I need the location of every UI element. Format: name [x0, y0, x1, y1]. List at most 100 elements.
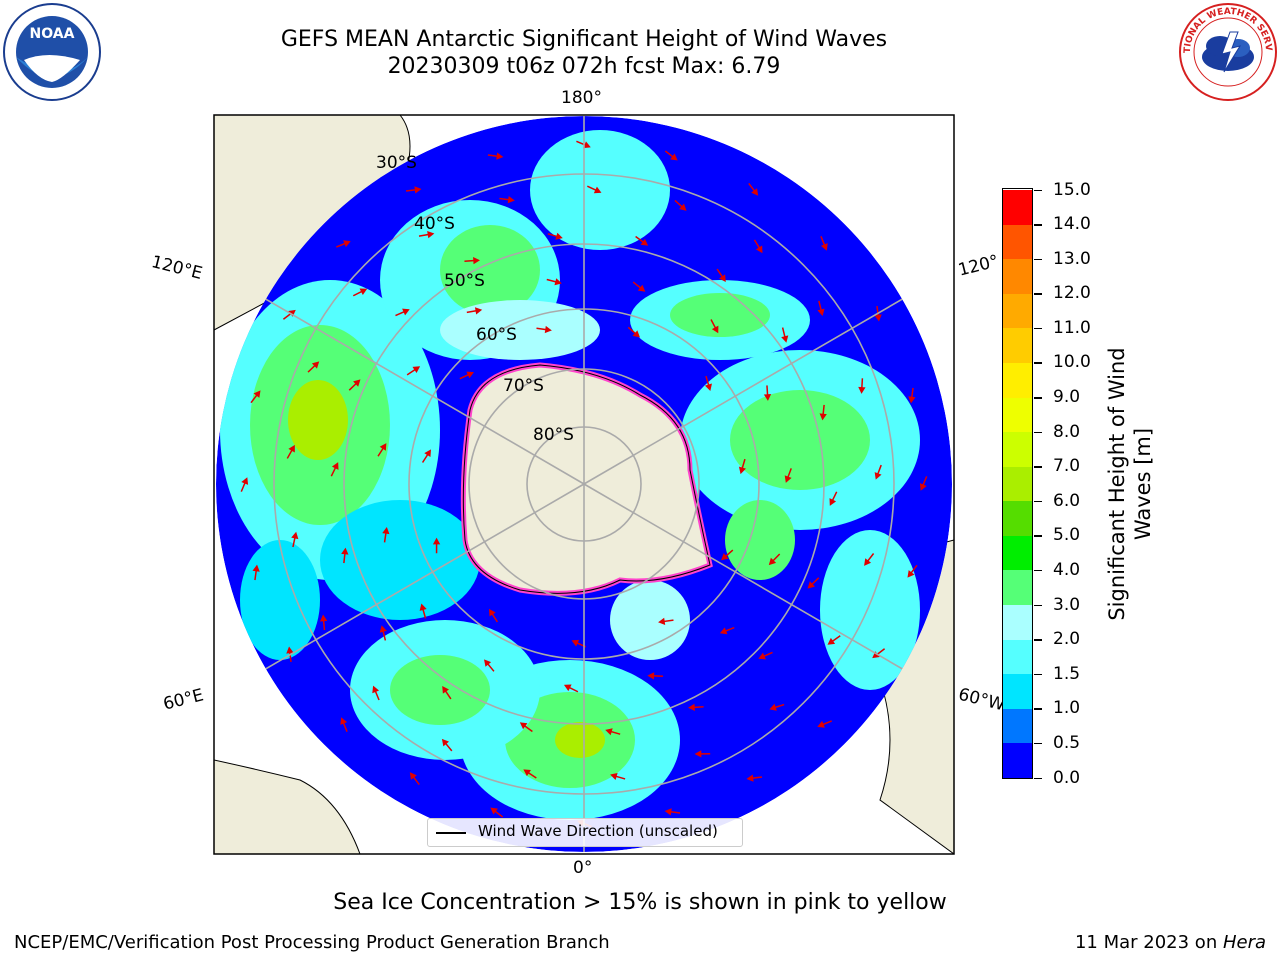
colorbar-tick	[1034, 673, 1042, 676]
wave-direction-arrow	[719, 626, 735, 635]
africa-landmass	[214, 759, 361, 854]
wave-height-region	[440, 225, 540, 315]
wave-direction-arrow	[819, 404, 827, 421]
map-legend: Wind Wave Direction (unscaled)	[427, 818, 743, 847]
wave-direction-arrow	[674, 199, 687, 211]
colorbar-tick	[1034, 224, 1042, 226]
wave-direction-arrow	[379, 625, 387, 641]
wave-direction-arrow	[664, 808, 681, 816]
wave-direction-arrow	[240, 477, 249, 492]
colorbar-tick	[1034, 639, 1042, 641]
colorbar-segment	[1003, 189, 1032, 225]
colorbar-segment	[1003, 708, 1032, 744]
wave-direction-arrow	[421, 449, 431, 463]
svg-text:NOAA: NOAA	[30, 26, 75, 42]
wave-direction-arrow	[864, 553, 875, 566]
wave-height-region	[440, 300, 600, 360]
wave-direction-arrow	[753, 239, 763, 254]
wave-direction-arrow	[587, 185, 602, 194]
colorbar-tick-label: 8.0	[1053, 421, 1081, 442]
colorbar-tick	[1034, 500, 1042, 503]
wave-direction-arrow	[758, 651, 773, 660]
wave-direction-arrow	[547, 232, 563, 240]
wave-direction-arrow	[409, 772, 420, 786]
footer-credit: NCEP/EMC/Verification Post Processing Pr…	[14, 932, 610, 953]
wave-direction-arrow	[768, 553, 781, 566]
wave-direction-arrow	[746, 774, 763, 782]
wave-direction-arrow	[748, 182, 759, 196]
colorbar-tick-label: 12.0	[1053, 283, 1091, 304]
colorbar-segment	[1003, 500, 1032, 536]
wave-direction-arrow	[908, 387, 916, 404]
wave-direction-arrow	[405, 186, 422, 194]
colorbar-segment	[1003, 397, 1032, 433]
lat-label-60s: 60°S	[476, 325, 517, 345]
colorbar-tick	[1034, 189, 1042, 191]
wave-direction-arrow	[827, 635, 841, 645]
colorbar-tick	[1034, 708, 1042, 710]
colorbar-tick-label: 13.0	[1053, 248, 1091, 269]
wave-direction-arrow	[395, 308, 410, 317]
wave-direction-arrow	[406, 366, 421, 376]
colorbar-tick	[1034, 604, 1042, 607]
chart-title: GEFS MEAN Antarctic Significant Height o…	[280, 27, 888, 52]
wave-height-region	[530, 130, 670, 250]
colorbar-segment	[1003, 604, 1032, 640]
footer-date-text: 11 Mar 2023 on	[1074, 932, 1223, 953]
wave-direction-arrow	[352, 288, 368, 297]
wave-direction-arrow	[487, 152, 504, 160]
wave-direction-arrow	[563, 684, 579, 693]
wave-direction-arrow	[647, 672, 663, 680]
lat-label-50s: 50°S	[444, 271, 485, 291]
wave-direction-arrow	[769, 703, 785, 711]
colorbar-tick	[1034, 362, 1042, 364]
wave-direction-arrow	[441, 738, 453, 752]
wave-direction-arrow	[536, 325, 552, 334]
wave-direction-arrow	[341, 547, 349, 564]
wave-direction-arrow	[664, 150, 678, 161]
wave-direction-arrow	[781, 327, 789, 343]
colorbar-tick-label: 5.0	[1053, 525, 1081, 546]
wave-height-region	[555, 722, 605, 758]
wave-direction-arrow	[523, 769, 537, 779]
lat-label-30s: 30°S	[376, 153, 417, 173]
colorbar-segment	[1003, 258, 1032, 294]
colorbar-segment	[1003, 327, 1032, 363]
colorbar-tick	[1034, 569, 1042, 572]
wave-direction-arrow	[291, 531, 299, 548]
wave-direction-arrow	[874, 464, 882, 480]
colorbar-tick-label: 4.0	[1053, 559, 1081, 580]
wave-direction-arrow	[807, 577, 820, 589]
wave-direction-arrow	[286, 444, 295, 459]
wave-direction-arrow	[484, 659, 495, 672]
wave-direction-arrow	[738, 458, 746, 475]
colorbar-segment	[1003, 362, 1032, 398]
wave-height-region	[390, 655, 490, 725]
wave-direction-arrow	[820, 236, 828, 251]
wave-direction-arrow	[907, 564, 918, 578]
colorbar-tick	[1034, 535, 1042, 537]
colorbar-segment	[1003, 742, 1032, 778]
colorbar-tick	[1034, 466, 1042, 468]
wave-direction-arrow	[372, 685, 380, 701]
wave-direction-arrow	[377, 443, 387, 457]
nws-logo: NATIONAL WEATHER SERVICE	[1178, 2, 1277, 101]
wave-direction-arrow	[605, 728, 621, 736]
wave-direction-arrow	[763, 385, 772, 401]
wave-direction-arrow	[658, 617, 674, 625]
wave-direction-arrow	[432, 537, 441, 554]
colorbar-tick-label: 3.0	[1053, 594, 1081, 615]
wave-direction-arrow	[635, 235, 649, 246]
footer-date: 11 Mar 2023 on Hera	[1075, 932, 1266, 953]
wave-direction-arrow	[490, 807, 504, 818]
wave-direction-arrow	[627, 326, 641, 338]
wave-direction-arrow	[464, 256, 480, 265]
legend-label: Wind Wave Direction (unscaled)	[478, 822, 718, 840]
colorbar-tick	[1034, 258, 1042, 261]
colorbar-tick-label: 9.0	[1053, 387, 1081, 408]
colorbar-tick-label: 11.0	[1053, 317, 1091, 338]
wave-direction-arrow	[688, 703, 704, 712]
colorbar-tick-label: 1.0	[1053, 698, 1081, 719]
colorbar-segment	[1003, 431, 1032, 467]
